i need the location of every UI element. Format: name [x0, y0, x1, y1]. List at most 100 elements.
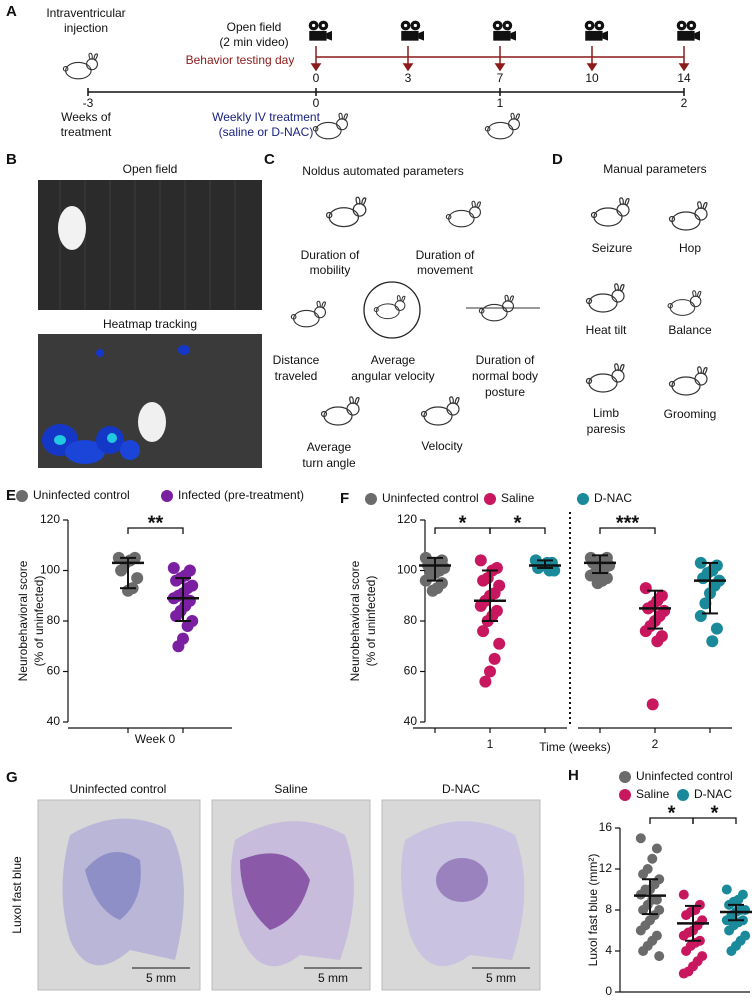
y-tick-label: 0 — [605, 984, 612, 998]
significance-bracket — [127, 527, 184, 534]
legend-marker — [365, 493, 377, 505]
parameter-label: Average — [371, 353, 416, 367]
rabbit-icon — [590, 197, 630, 227]
rabbit-icon — [325, 196, 367, 228]
y-axis-label: (% of uninfected) — [32, 576, 46, 667]
parameter-label: Velocity — [421, 439, 462, 453]
timeline-text: Behavior testing day — [186, 53, 295, 67]
x-tick-label: 2 — [652, 737, 659, 751]
panel-label: G — [6, 769, 18, 786]
image-axis-label: Luxol fast blue — [10, 856, 24, 934]
rabbit-icon — [667, 290, 702, 317]
data-point — [651, 635, 664, 648]
data-point — [638, 869, 649, 880]
data-point — [678, 968, 689, 979]
y-axis-label: Neurobehavioral score — [16, 560, 30, 681]
parameter-label: Balance — [668, 323, 712, 337]
x-tick-label: Week 0 — [135, 732, 176, 746]
panel-label: E — [6, 487, 16, 504]
data-point — [710, 622, 723, 635]
legend-label: D-NAC — [594, 491, 632, 505]
data-point — [167, 561, 180, 574]
legend-marker — [677, 789, 689, 801]
y-tick-label: 4 — [605, 943, 612, 957]
scale-bar-label: 5 mm — [318, 971, 348, 985]
data-point — [170, 609, 183, 622]
timeline-text: Open field — [227, 20, 282, 34]
legend-label: Uninfected control — [382, 491, 479, 505]
parameter-label: Duration of — [301, 248, 360, 262]
rabbit-photo — [138, 402, 166, 442]
week-label: 1 — [497, 96, 504, 110]
day-label: 0 — [313, 71, 320, 85]
noldus-panel: Noldus automated parameters Duration of … — [273, 164, 540, 470]
behavior-arrows — [310, 46, 690, 72]
y-tick-label: 120 — [397, 512, 417, 526]
timeline-text: Weeks of — [61, 110, 111, 124]
y-axis-label: Neurobehavioral score — [348, 560, 362, 681]
rabbit-icon — [668, 201, 708, 231]
parameter-label: normal body — [472, 369, 538, 383]
timeline-text: treatment — [61, 125, 112, 139]
data-point — [474, 554, 487, 567]
histology-panel: Luxol fast blue Uninfected control Salin… — [10, 782, 541, 991]
parameter-label: paresis — [587, 422, 626, 436]
parameter-label: Limb — [593, 406, 619, 420]
data-point — [681, 946, 692, 956]
parameter-label: Average — [307, 440, 352, 454]
y-tick-label: 12 — [599, 861, 613, 875]
data-point — [493, 637, 506, 650]
parameter-label: traveled — [275, 369, 318, 383]
day-label: 3 — [405, 71, 412, 85]
rabbit-icon — [62, 52, 99, 80]
y-axis-label: Luxol fast blue (mm²) — [586, 854, 600, 967]
parameter-label: Heat tilt — [586, 323, 627, 337]
data-point — [639, 582, 652, 595]
legend-label: Infected (pre-treatment) — [178, 488, 304, 502]
lesion — [436, 858, 488, 902]
rabbit-icon — [668, 366, 708, 396]
significance-bracket — [489, 527, 546, 534]
legend-marker — [619, 789, 631, 801]
data-point — [681, 910, 692, 921]
parameter-label: Hop — [679, 241, 701, 255]
legend-label: Saline — [636, 787, 670, 801]
data-point — [181, 620, 194, 633]
parameter-label: movement — [417, 263, 474, 277]
timeline-ticks — [87, 88, 685, 96]
data-point — [131, 572, 144, 585]
day-label: 10 — [585, 71, 599, 85]
data-point — [488, 652, 501, 665]
lesion — [240, 853, 310, 930]
data-point — [115, 564, 128, 577]
parameter-label: Duration of — [476, 353, 535, 367]
legend-label: Uninfected control — [33, 488, 130, 502]
timeline-text: (2 min video) — [219, 35, 288, 49]
image-title: D-NAC — [442, 782, 480, 796]
rabbit-icon — [373, 295, 406, 320]
significance-label: *** — [616, 512, 640, 534]
panel-title: Manual parameters — [603, 162, 706, 176]
image-title: Uninfected control — [70, 782, 167, 796]
timeline-text: Intraventricular — [46, 6, 125, 20]
data-point — [647, 853, 658, 864]
panel-label: H — [568, 767, 579, 784]
x-axis-label: Time (weeks) — [539, 740, 611, 754]
legend-label: Saline — [501, 491, 535, 505]
camera-icon — [400, 20, 424, 41]
data-point — [172, 640, 185, 653]
parameter-label: Duration of — [416, 248, 475, 262]
week-label: -3 — [83, 96, 94, 110]
data-point — [724, 925, 735, 936]
data-point — [477, 574, 490, 587]
manual-panel: Manual parameters Seizure Hop Heat tilt … — [586, 162, 717, 436]
data-point — [638, 946, 649, 956]
y-tick-label: 120 — [40, 512, 60, 526]
open-field-panel: Open field Heatmap tracking — [38, 162, 262, 468]
data-point — [697, 572, 710, 585]
camera-icon — [584, 20, 608, 41]
day-label: 7 — [497, 71, 504, 85]
legend-marker — [619, 771, 631, 783]
rotation-icon — [363, 281, 421, 339]
